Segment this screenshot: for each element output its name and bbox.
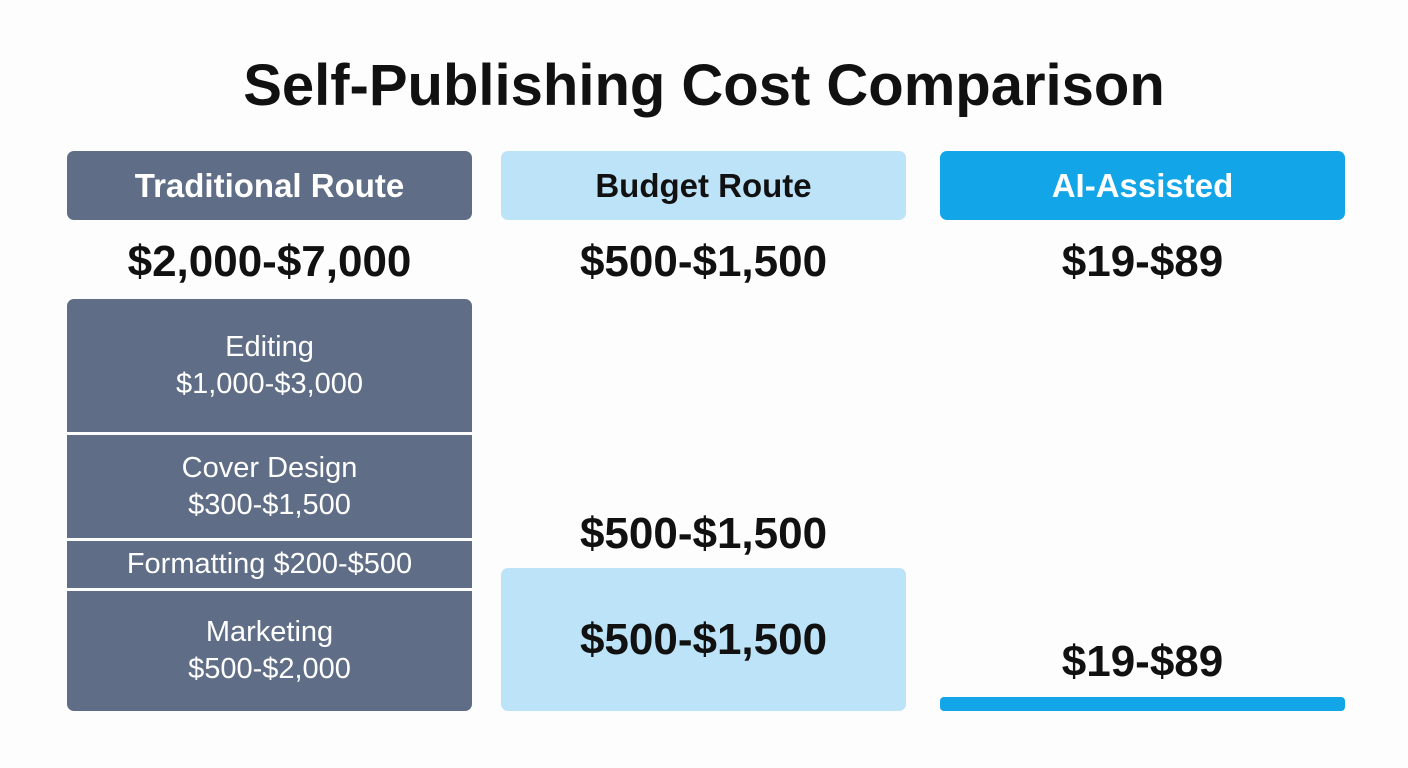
column-total: $500-$1,500 bbox=[579, 237, 828, 286]
segment-label: Cover Design bbox=[181, 451, 358, 484]
budget-bar: $500-$1,500 bbox=[501, 568, 906, 711]
segment-label: Marketing bbox=[205, 616, 334, 648]
segment-cost: $1,000-$3,000 bbox=[175, 367, 364, 400]
title: Self-Publishing Cost Comparison bbox=[243, 53, 1165, 118]
ai-bar bbox=[940, 697, 1345, 711]
bar-caption: $500-$1,500 bbox=[579, 509, 828, 558]
segment-cost: $300-$1,500 bbox=[188, 488, 351, 521]
segment-cost: $500-$2,000 bbox=[188, 653, 351, 685]
column-header: AI-Assisted bbox=[940, 151, 1345, 220]
cost-segment: Formatting $200-$500 bbox=[67, 541, 472, 588]
cost-segment: Editing $1,000-$3,000 bbox=[67, 299, 472, 432]
segment-label: Editing bbox=[225, 330, 314, 363]
segment-label: Formatting $200-$500 bbox=[126, 548, 413, 580]
column-header: Budget Route bbox=[501, 151, 906, 220]
cost-segment: Marketing $500-$2,000 bbox=[67, 591, 472, 711]
bar-caption: $19-$89 bbox=[1061, 637, 1224, 686]
cost-segment: Cover Design $300-$1,500 bbox=[67, 435, 472, 538]
column-total: $2,000-$7,000 bbox=[127, 237, 412, 286]
bar-label: $500-$1,500 bbox=[579, 614, 828, 664]
column-total: $19-$89 bbox=[1061, 237, 1224, 286]
column-header: Traditional Route bbox=[67, 151, 472, 220]
